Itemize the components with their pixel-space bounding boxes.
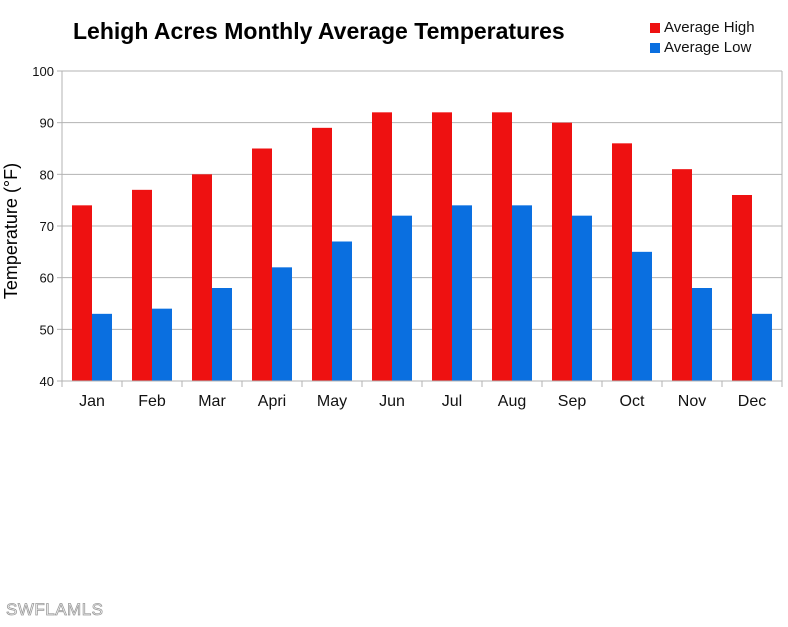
- x-tick-label: Feb: [138, 393, 166, 410]
- x-tick-label: Jun: [379, 393, 405, 410]
- bar-low-oct: [632, 251, 652, 381]
- bar-low-jun: [392, 215, 412, 381]
- bar-low-aug: [512, 205, 532, 381]
- bar-low-feb: [152, 308, 172, 381]
- bar-high-oct: [612, 143, 632, 381]
- bar-high-jul: [432, 112, 452, 381]
- y-tick-label: 50: [40, 322, 54, 337]
- y-tick-label: 40: [40, 374, 54, 389]
- bar-high-apri: [252, 148, 272, 381]
- legend-swatch-high: [650, 22, 660, 33]
- legend-swatch-low: [650, 42, 660, 53]
- x-tick-label: Sep: [558, 393, 587, 410]
- watermark: SWFLAMLS: [6, 600, 104, 620]
- y-tick-label: 70: [40, 219, 54, 234]
- bar-low-sep: [572, 215, 592, 381]
- bar-low-nov: [692, 288, 712, 381]
- y-tick-label: 60: [40, 271, 54, 286]
- y-tick-label: 100: [32, 64, 54, 79]
- x-tick-label: Nov: [678, 393, 706, 410]
- y-tick-label: 90: [40, 116, 54, 131]
- x-tick-label: Dec: [738, 393, 766, 410]
- x-tick-label: Apri: [258, 393, 286, 410]
- y-tick-label: 80: [40, 167, 54, 182]
- bar-high-mar: [192, 174, 212, 381]
- bar-low-jan: [92, 313, 112, 381]
- legend-item-high: Average High: [650, 19, 755, 36]
- x-tick-label: Jan: [79, 393, 105, 410]
- x-tick-label: Jul: [442, 393, 462, 410]
- bar-high-nov: [672, 169, 692, 381]
- bar-high-may: [312, 127, 332, 381]
- x-tick-label: Mar: [198, 393, 226, 410]
- bar-high-aug: [492, 112, 512, 381]
- bar-high-jan: [72, 205, 92, 381]
- legend-label-high: Average High: [664, 19, 755, 36]
- legend-item-low: Average Low: [650, 39, 751, 56]
- bar-low-may: [332, 241, 352, 381]
- bar-high-jun: [372, 112, 392, 381]
- bar-low-dec: [752, 313, 772, 381]
- bar-low-mar: [212, 288, 232, 381]
- x-tick-label: Oct: [620, 393, 645, 410]
- chart-title: Lehigh Acres Monthly Average Temperature…: [73, 18, 565, 44]
- bar-high-sep: [552, 122, 572, 382]
- x-tick-label: Aug: [498, 393, 526, 410]
- bar-high-dec: [732, 195, 752, 381]
- bar-low-jul: [452, 205, 472, 381]
- legend-label-low: Average Low: [664, 39, 752, 56]
- bar-low-apri: [272, 267, 292, 381]
- y-axis-label: Temperature (°F): [1, 163, 21, 299]
- x-tick-label: May: [317, 393, 347, 410]
- bar-high-feb: [132, 189, 152, 381]
